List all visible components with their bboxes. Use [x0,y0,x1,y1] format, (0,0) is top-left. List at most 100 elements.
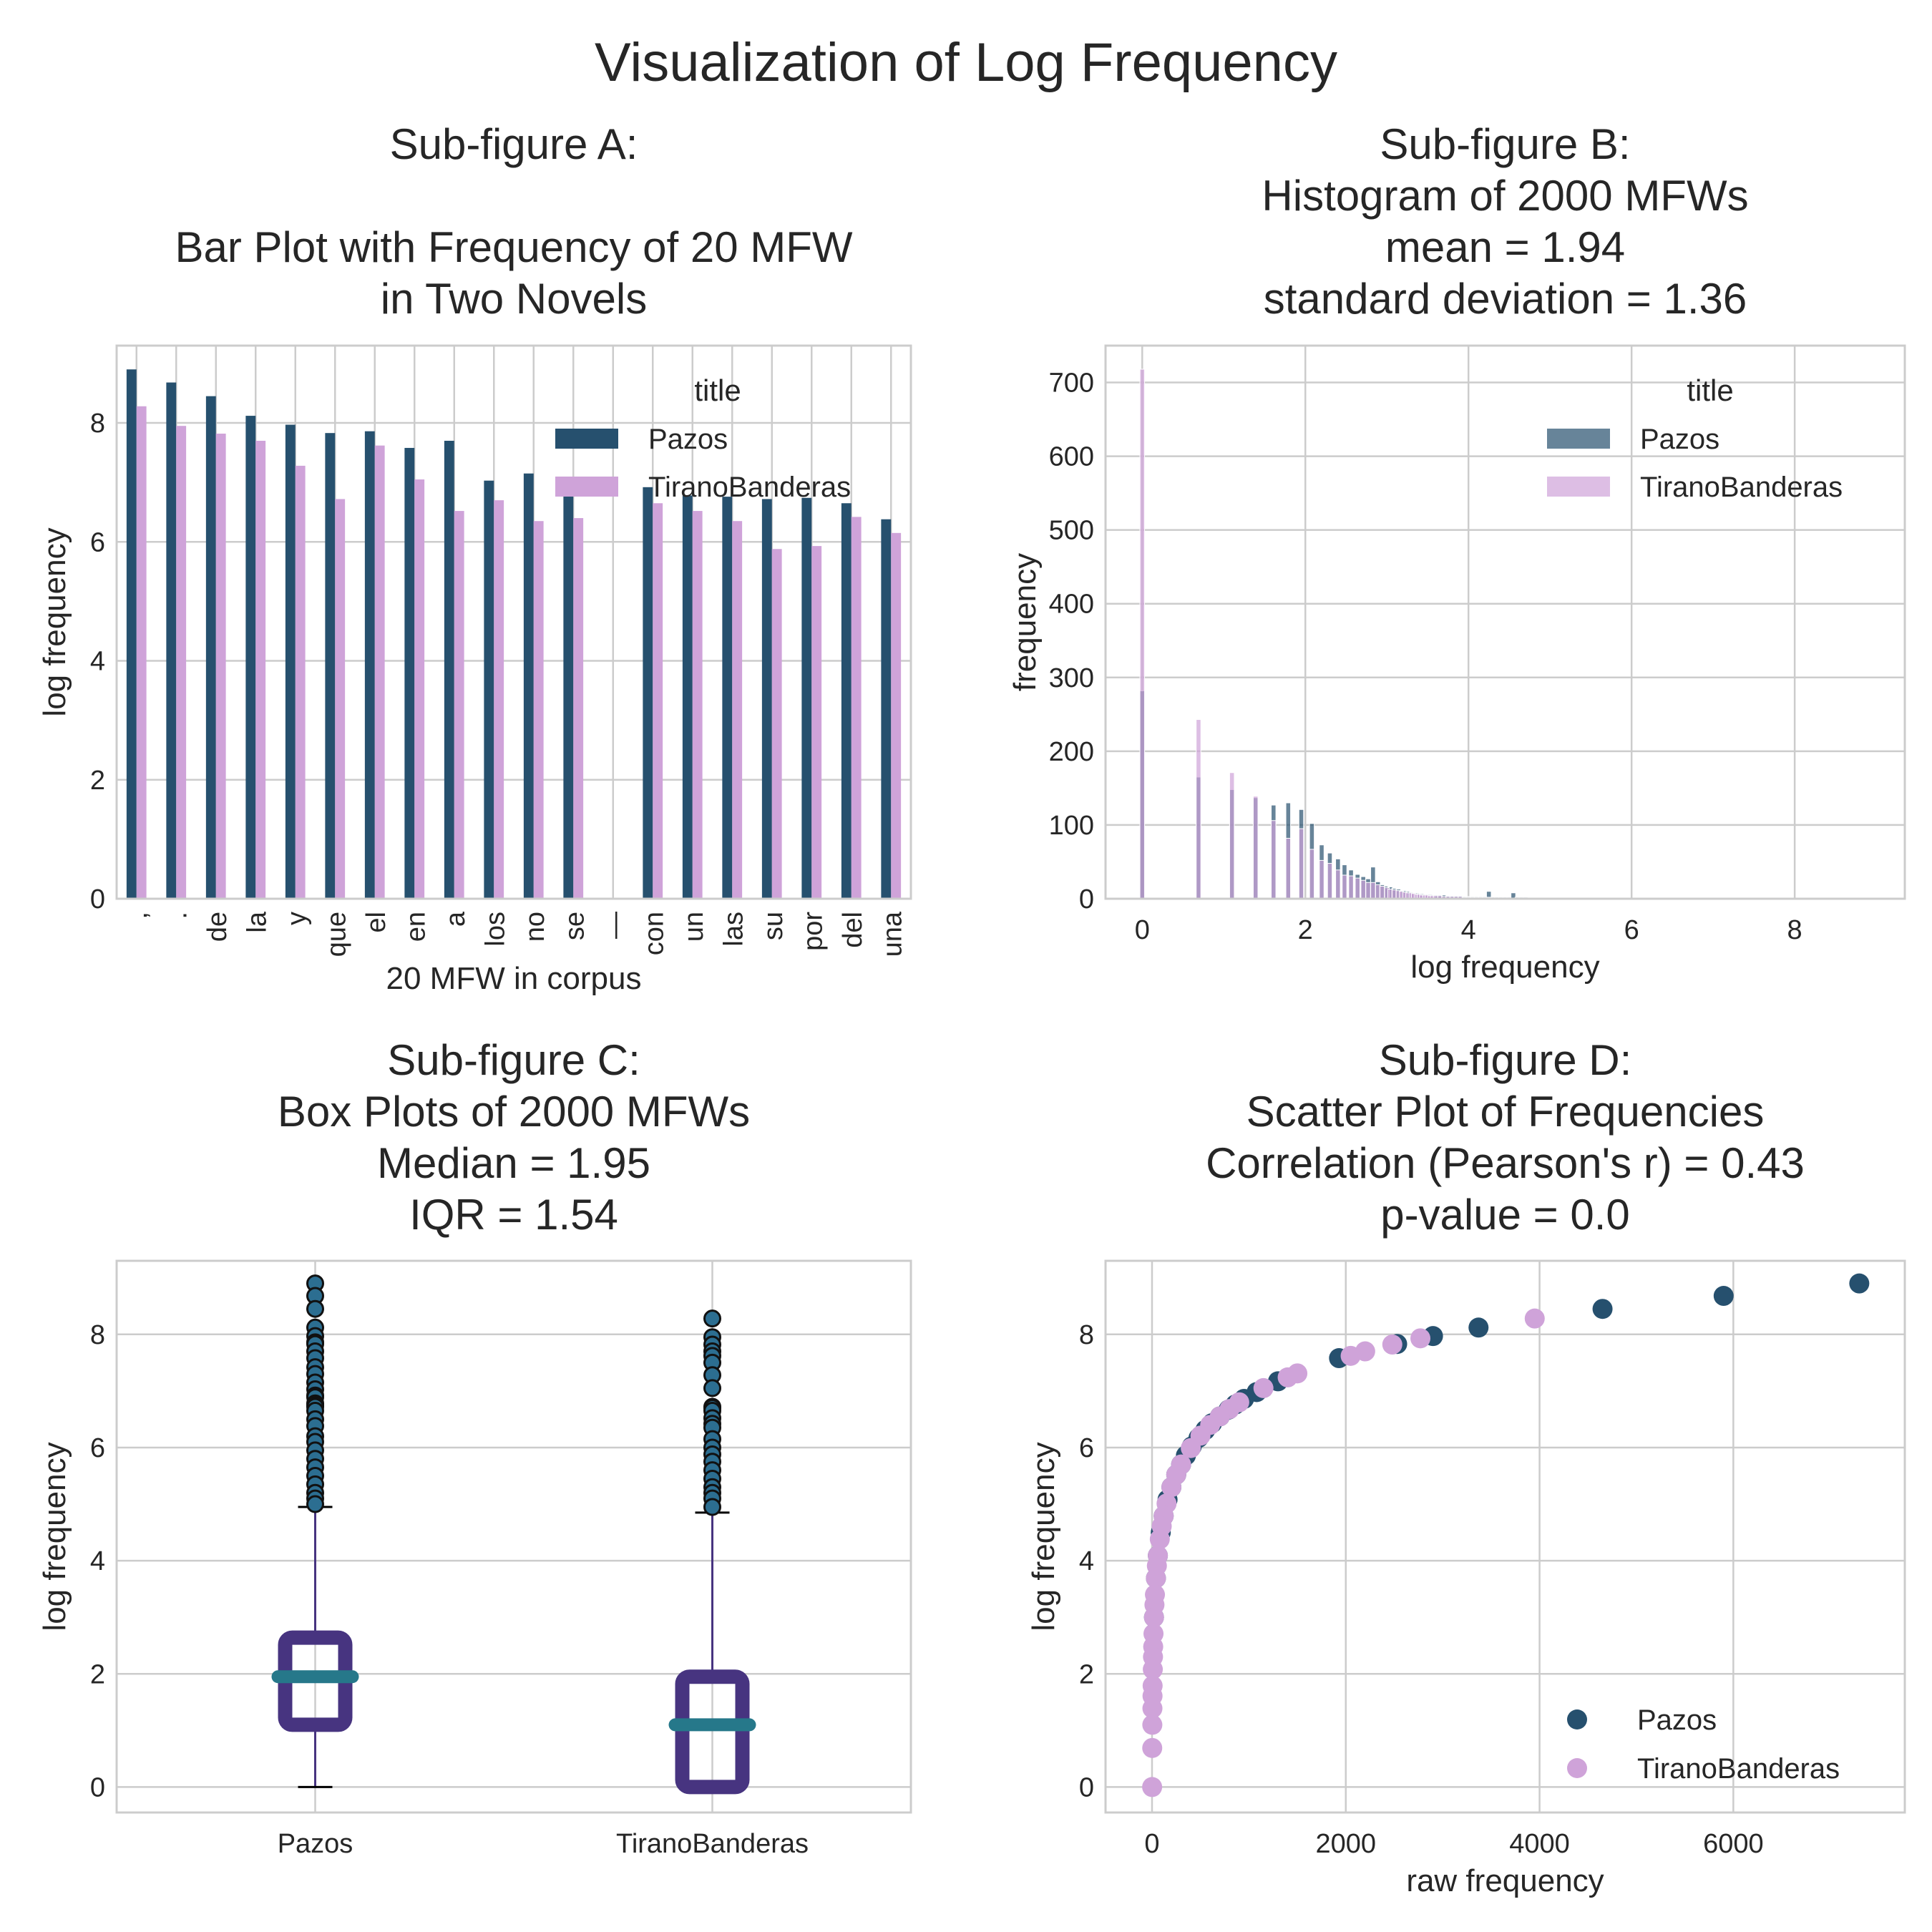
bar-pazos [205,396,216,899]
hist-bar-tiranobanderas [1355,877,1360,899]
x-tick-label: un [679,912,709,942]
x-tick-label: y [282,912,312,925]
bar-pazos [126,369,137,899]
legend-label: TiranoBanderas [648,472,851,503]
bar-tiranobanderas [891,532,902,899]
bar-pazos [404,447,415,899]
chart-title-line: Correlation (Pearson's r) = 0.43 [1206,1139,1805,1187]
chart-title-line: Sub-figure D: [1379,1036,1632,1084]
chart-title-line: in Two Novels [381,275,647,323]
bar-pazos [285,424,296,899]
y-tick-label: 0 [90,1772,105,1802]
outlier-point [306,1495,324,1513]
scatter-point-tiranobanderas [1142,1737,1163,1758]
bar-tiranobanderas [851,517,862,899]
bar-tiranobanderas [494,500,504,899]
y-tick-label: 2 [90,1659,105,1689]
chart-title-line: Sub-figure A: [390,120,638,168]
hist-bar-tiranobanderas [1196,719,1201,899]
hist-bar-tiranobanderas [1319,859,1324,899]
bar-tiranobanderas [811,546,822,899]
y-axis-label: frequency [1008,553,1043,691]
x-tick-label: . [162,912,192,919]
chart-title-line: Median = 1.95 [377,1139,650,1187]
x-tick-label: no [520,912,550,942]
legend-label: TiranoBanderas [1640,472,1843,503]
outlier-point [703,1379,721,1397]
scatter-point-tiranobanderas [1253,1377,1274,1398]
bar-tiranobanderas [653,503,663,899]
x-tick-label: del [838,912,868,948]
outlier-point [703,1309,721,1328]
hist-bar-tiranobanderas [1229,772,1235,899]
x-axis-label: 20 MFW in corpus [386,961,642,996]
bar-pazos [643,487,653,899]
scatter-point-pazos [1592,1299,1613,1319]
x-tick-label: 2000 [1316,1829,1377,1859]
y-tick-label: 0 [1079,884,1094,914]
scatter-point-tiranobanderas [1161,1477,1182,1498]
x-tick-label: las [718,912,748,947]
scatter-point-pazos [1468,1317,1489,1338]
hist-bar-tiranobanderas [1309,849,1315,899]
y-tick-label: 2 [1079,1659,1094,1689]
legend-swatch [555,429,618,449]
bar-pazos [523,473,534,899]
y-tick-label: 6 [90,527,105,557]
x-tick-label: , [123,912,153,919]
scatter-point-tiranobanderas [1382,1335,1402,1355]
y-tick-label: 300 [1049,663,1094,693]
legend-label: Pazos [1637,1704,1717,1736]
x-tick-label: los [480,912,510,947]
scatter-point-tiranobanderas [1181,1438,1201,1458]
chart-title-line: Sub-figure C: [387,1036,640,1084]
scatter-point-pazos [1849,1273,1870,1294]
x-tick-label: el [361,912,391,933]
y-tick-label: 6 [1079,1433,1094,1463]
bar-pazos [364,431,375,899]
x-tick-label: la [242,911,272,932]
bar-tiranobanderas [176,426,187,899]
chart-title-line: p-value = 0.0 [1380,1191,1630,1239]
x-tick-label: una [877,911,907,957]
chart-title-line: standard deviation = 1.36 [1264,275,1747,323]
y-tick-label: 4 [90,647,105,677]
hist-bar-tiranobanderas [1365,882,1371,899]
y-tick-label: 8 [90,1320,105,1350]
legend-swatch [1547,477,1610,497]
x-tick-label: 8 [1787,915,1802,945]
scatter-point-tiranobanderas [1149,1529,1170,1550]
y-tick-label: 400 [1049,590,1094,620]
bar-tiranobanderas [255,440,266,899]
chart-title-line: mean = 1.94 [1385,223,1625,271]
hist-bar-tiranobanderas [1342,874,1347,899]
scatter-point-tiranobanderas [1277,1367,1298,1387]
legend-marker [1567,1709,1587,1729]
x-tick-label: Pazos [278,1829,353,1859]
axes-frame [115,1259,912,1814]
bar-pazos [881,519,892,899]
y-tick-label: 4 [1079,1546,1094,1576]
x-tick-label: TiranoBanderas [616,1829,809,1859]
y-tick-label: 100 [1049,811,1094,841]
y-tick-label: 200 [1049,737,1094,767]
x-tick-label: en [401,912,431,942]
bar-tiranobanderas [454,511,464,899]
legend-swatch [1547,429,1610,449]
y-tick-label: 0 [1079,1772,1094,1802]
legend-marker [1567,1758,1587,1778]
scatter-point-tiranobanderas [1142,1714,1163,1735]
hist-bar-tiranobanderas [1327,863,1333,899]
legend-label: Pazos [648,424,728,455]
outlier-point [703,1498,721,1516]
bar-tiranobanderas [414,479,425,899]
bar-pazos [166,382,177,899]
y-axis-label: log frequency [1026,1442,1061,1631]
x-axis-label: log frequency [1410,950,1599,985]
outlier-point [306,1299,324,1318]
x-tick-label: a [441,911,471,927]
scatter-point-tiranobanderas [1340,1345,1361,1366]
subfigure-a-bar-chart: Sub-figure A: Bar Plot with Frequency of … [37,120,912,996]
y-tick-label: 500 [1049,516,1094,546]
